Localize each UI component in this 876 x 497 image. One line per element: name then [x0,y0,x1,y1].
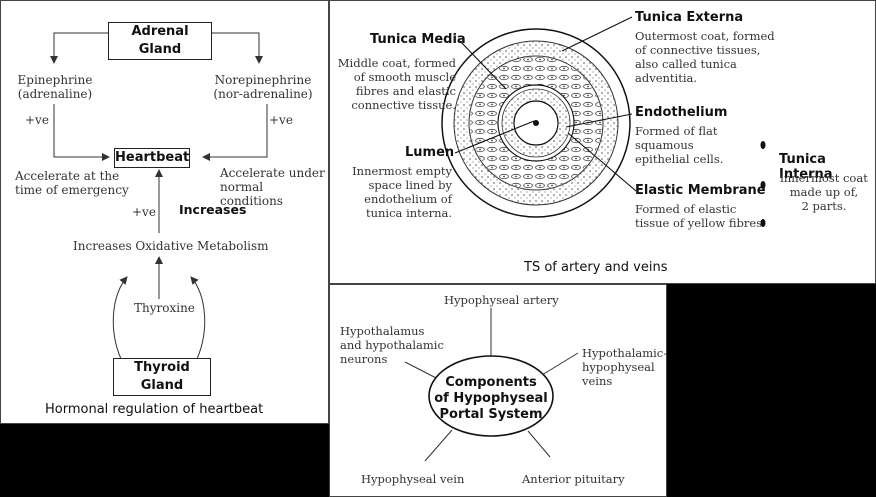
epinephrine-name: Epinephrine [17,73,93,87]
tunica-externa-desc-line: of connective tissues, [635,43,761,57]
heartbeat-label: Heartbeat [115,150,190,165]
tunica-externa-title: Tunica Externa [635,10,744,25]
tunica-externa-desc-line: adventitia. [635,71,698,85]
hypothalamus-label: Hypothalamus and hypothalamic neurons [340,324,444,366]
thyroid-gland-label: Thyroid Gland [134,360,190,393]
tunica-interna-desc-line: made up of, [789,185,859,199]
lumen-desc-line: space lined by [368,178,452,192]
positive-effect-right: +ve [269,113,293,127]
norepinephrine-name: Norepinephrine [214,73,312,87]
adrenal-gland-label: Adrenal Gland [131,24,189,57]
elastic-membrane-desc-line: tissue of yellow fibres [635,216,763,230]
portal-system-ellipse [428,355,554,437]
heartbeat-caption: Hormonal regulation of heartbeat [45,402,264,417]
norepinephrine-alt-name: (nor-adrenaline) [213,87,313,101]
tunica-media-desc-line: fibres and elastic [355,84,456,98]
portal-title-line: Components [445,375,537,390]
tunica-interna-desc-line: innermost coat [780,171,868,185]
hypothalamus-line: Hypothalamus [340,324,425,338]
artery-caption: TS of artery and veins [524,260,668,275]
endothelium-desc-line: Formed of flat [635,124,718,138]
tunica-interna-description: innermost coat made up of, 2 parts. [775,171,873,213]
anterior-pituitary-label: Anterior pituitary [522,472,625,486]
positive-effect-middle: +ve [132,205,156,219]
hypophyseal-artery-label: Hypophyseal artery [444,293,559,307]
epinephrine-label: Epinephrine (adrenaline) [9,73,101,101]
epinephrine-alt-name: (adrenaline) [17,87,93,101]
endothelium-title: Endothelium [635,105,728,120]
tunica-externa-description: Outermost coat, formed of connective tis… [635,29,775,85]
endothelium-desc-line: epithelial cells. [635,152,724,166]
thyroxine-label: Thyroxine [134,301,195,315]
accelerate-emergency-text: Accelerate at the time of emergency [15,169,129,197]
hypophyseal-portal-panel: Components of Hypophyseal Portal System … [329,284,667,497]
accelerate-emergency-line-1: Accelerate at the [15,169,120,183]
hh-veins-line: hypophyseal [582,360,655,374]
tunica-media-desc-line: connective tissue. [351,98,456,112]
portal-title-line: Portal System [439,407,543,422]
heartbeat-connectors [50,32,268,360]
lumen-desc-line: tunica interna. [366,206,452,220]
accelerate-normal-line-2: normal conditions [220,180,283,208]
heartbeat-box: Heartbeat [114,148,190,168]
oxidative-metabolism-label: Increases Oxidative Metabolism [73,239,269,253]
portal-system-connectors [404,308,579,462]
endothelium-description: Formed of flat squamous epithelial cells… [635,124,723,166]
tunica-interna-title: Tunica Interna [779,152,833,182]
lumen-center-dot [533,120,539,126]
increases-label: Increases [179,202,247,217]
tunica-interna-desc-line: 2 parts. [801,199,847,213]
tunica-media-desc-line: of smooth muscle [353,70,456,84]
thyroid-gland-box: Thyroid Gland [113,358,211,396]
accelerate-normal-line-1: Accelerate under [220,166,325,180]
tunica-media-title: Tunica Media [370,32,466,47]
hh-veins-line: Hypothalamic- [582,346,667,360]
hh-veins-line: veins [582,374,613,388]
norepinephrine-label: Norepinephrine (nor-adrenaline) [211,73,315,101]
portal-system-title: Components of Hypophyseal Portal System [429,375,553,423]
adrenal-gland-box: Adrenal Gland [108,22,212,60]
artery-cross-section-panel: Tunica Media Middle coat, formed of smoo… [329,0,876,284]
hypothalamic-hypophyseal-veins-label: Hypothalamic- hypophyseal veins [582,346,667,388]
lumen-title: Lumen [405,145,455,160]
tunica-media-description: Middle coat, formed of smooth muscle fib… [330,56,456,112]
accelerate-normal-text: Accelerate under normal conditions [220,166,328,208]
hypothalamus-line: and hypothalamic [340,338,444,352]
artery-cross-section-drawing [441,16,766,227]
accelerate-emergency-line-2: time of emergency [15,183,129,197]
tunica-externa-desc-line: also called tunica [635,57,737,71]
lumen-description: Innermost empty space lined by endotheli… [330,164,452,220]
hypothalamus-line: neurons [340,352,388,366]
lumen-desc-line: Innermost empty [352,164,452,178]
tunica-externa-desc-line: Outermost coat, formed [635,29,775,43]
elastic-membrane-title: Elastic Membrane [635,183,766,198]
tunica-media-desc-line: Middle coat, formed [337,56,456,70]
elastic-membrane-desc-line: Formed of elastic [635,202,737,216]
lumen-desc-line: endothelium of [364,192,452,206]
elastic-membrane-description: Formed of elastic tissue of yellow fibre… [635,202,762,230]
portal-title-line: of Hypophyseal [434,391,548,406]
hypophyseal-vein-label: Hypophyseal vein [361,472,465,486]
positive-effect-left: +ve [25,113,49,127]
heartbeat-regulation-panel: Adrenal Gland Epinephrine (adrenaline) N… [0,0,329,424]
endothelium-desc-line: squamous [635,138,694,152]
